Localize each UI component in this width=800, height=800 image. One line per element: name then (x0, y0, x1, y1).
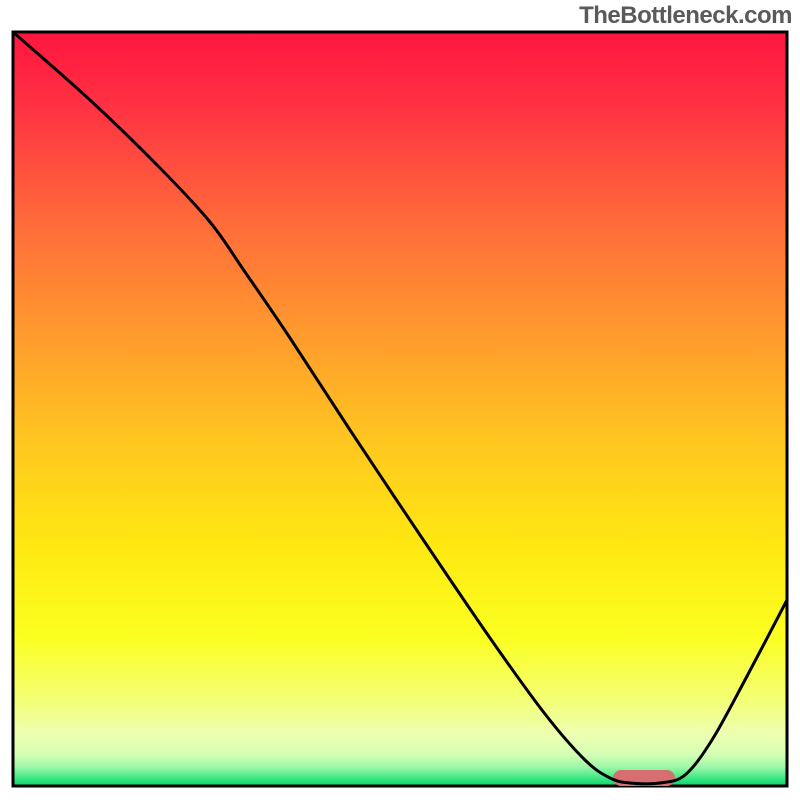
bottleneck-curve-chart (0, 0, 800, 800)
watermark-text: TheBottleneck.com (579, 2, 792, 30)
chart-container: TheBottleneck.com (0, 0, 800, 800)
plot-background (13, 32, 787, 786)
